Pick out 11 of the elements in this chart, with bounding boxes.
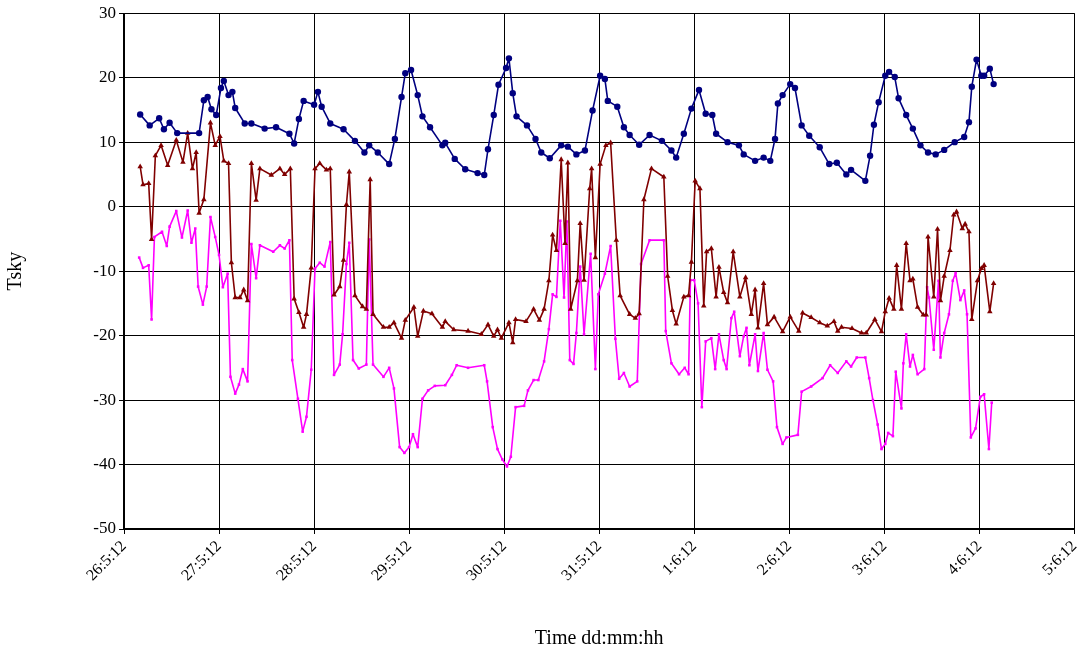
y-tick-label: 0 <box>107 196 116 216</box>
y-tick-label: -20 <box>93 325 116 345</box>
y-tick-label: 30 <box>99 2 116 22</box>
y-tick-label: 10 <box>99 131 116 151</box>
y-tick-label: 20 <box>99 67 116 87</box>
y-tick-label: -50 <box>93 518 116 538</box>
y-tick-label: -30 <box>93 389 116 409</box>
x-axis-title: Time dd:mm:hh <box>534 626 664 649</box>
y-axis-title: Tsky <box>3 251 27 291</box>
y-tick-label: -40 <box>93 453 116 473</box>
y-tick-label: -10 <box>93 260 116 280</box>
